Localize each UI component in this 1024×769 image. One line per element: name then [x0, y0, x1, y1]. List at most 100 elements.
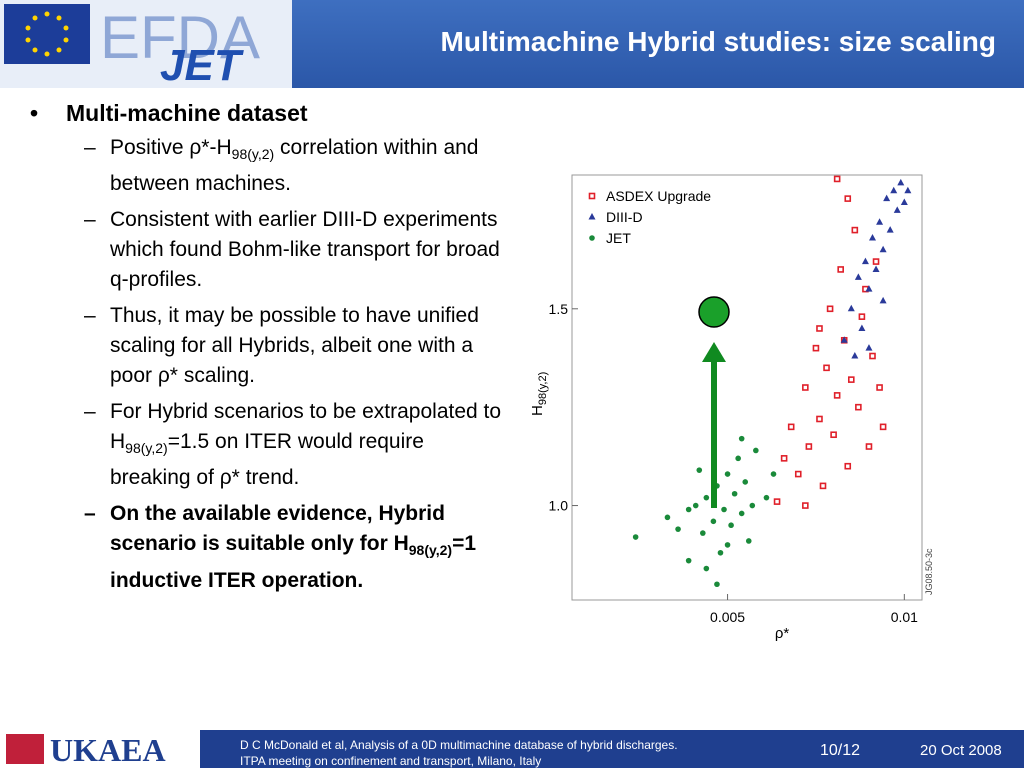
x-axis-label: ρ* [775, 625, 790, 642]
marker [840, 336, 848, 343]
target-marker [698, 296, 730, 328]
marker [632, 534, 639, 540]
marker [692, 502, 699, 509]
text-run: Thus, it may be possible to have unified… [110, 304, 479, 388]
marker [904, 186, 912, 194]
marker [847, 304, 855, 312]
marker [833, 175, 841, 183]
marker [890, 186, 898, 194]
sub-bullet: On the available evidence, Hybrid scenar… [84, 499, 510, 595]
marker [724, 542, 731, 548]
marker [745, 538, 752, 544]
sub-bullet: Thus, it may be possible to have unified… [84, 301, 510, 391]
x-tick-label: 0.005 [710, 609, 745, 625]
marker [717, 549, 724, 556]
legend-label: ASDEX Upgrade [606, 188, 711, 204]
legend-marker [589, 235, 595, 241]
marker [742, 479, 749, 485]
footer-text: D C McDonald et al, Analysis of a 0D mul… [240, 738, 678, 752]
footer-text: ITPA meeting on confinement and transpor… [240, 754, 542, 768]
marker [685, 506, 692, 513]
text-run: Consistent with earlier DIII-D experimen… [110, 208, 500, 292]
logo: EFDA JET [4, 4, 260, 90]
legend-marker [588, 213, 596, 220]
marker [823, 364, 830, 372]
plot-frame [571, 174, 923, 601]
marker [794, 470, 802, 478]
marker [837, 266, 844, 273]
marker [851, 352, 859, 359]
marker [710, 518, 717, 525]
marker [819, 482, 827, 490]
footer-bar: D C McDonald et al, Analysis of a 0D mul… [200, 730, 1024, 768]
marker [858, 324, 866, 331]
slide-title: Multimachine Hybrid studies: size scalin… [440, 26, 996, 57]
marker [886, 226, 894, 233]
marker [816, 325, 823, 332]
marker [876, 384, 883, 391]
y-tick-label: 1.0 [549, 498, 569, 514]
bullet-list: Multi-machine dataset Positive ρ*-H98(y,… [30, 100, 510, 596]
logo-text: EFDA [100, 4, 260, 71]
marker [700, 530, 706, 536]
logo-area: EFDA JET [0, 0, 292, 90]
marker [787, 423, 795, 431]
marker [664, 514, 671, 521]
marker [847, 376, 855, 383]
arrow-head [702, 342, 726, 362]
marker [869, 352, 876, 360]
marker [897, 178, 905, 186]
marker [865, 344, 873, 351]
marker [861, 257, 869, 265]
marker [844, 462, 852, 470]
legend-label: JET [606, 230, 631, 246]
text-run: Positive ρ*-H [110, 136, 232, 159]
y-axis-label: H98(y,2) [529, 372, 549, 416]
marker [900, 198, 908, 206]
bullet: Multi-machine dataset [30, 100, 510, 127]
legend-marker [588, 192, 596, 200]
marker [844, 195, 852, 202]
marker [773, 498, 781, 505]
footer-logo: UKAEA [0, 730, 200, 768]
marker [893, 206, 901, 213]
marker [883, 194, 891, 202]
marker [833, 392, 841, 399]
marker [855, 403, 862, 411]
marker [876, 218, 884, 225]
marker [872, 258, 880, 265]
marker [780, 455, 788, 462]
logo-text: UKAEA [50, 732, 166, 768]
logo-mark [6, 734, 44, 764]
marker [851, 226, 859, 234]
chart: 0.005 0.01 1.0 1.5 ρ* H98(y,2) JG08.50-3c ASDEX… [529, 174, 934, 642]
y-axis-label-main: H [529, 405, 546, 416]
sub-bullet: Consistent with earlier DIII-D experimen… [84, 205, 510, 295]
date: 20 Oct 2008 [920, 742, 1002, 759]
text-run: On the available evidence, Hybrid scenar… [110, 502, 445, 556]
text-run: =1.5 on ITER would require breaking of ρ… [110, 430, 424, 490]
figure-id: JG08.50-3c [924, 548, 934, 595]
marker [869, 233, 877, 241]
marker [685, 557, 692, 564]
y-axis-label-sub: 98(y,2) [537, 372, 549, 405]
legend-label: DIII-D [606, 209, 643, 225]
marker [696, 467, 703, 473]
y-tick-label: 1.5 [549, 301, 569, 317]
text-run: correlation within and between machines. [110, 136, 479, 196]
subscript: 98(y,2) [231, 146, 275, 163]
marker [812, 344, 820, 352]
marker [703, 565, 710, 572]
marker [738, 510, 745, 517]
sub-bullets: Positive ρ*-H98(y,2) correlation within … [30, 133, 510, 596]
marker [865, 443, 873, 450]
text-run: =1 inductive ITER operation. [110, 532, 477, 592]
marker [749, 502, 756, 509]
page-number: 10/12 [820, 742, 861, 759]
eu-stars [25, 11, 69, 57]
marker [703, 494, 710, 501]
marker [830, 431, 837, 439]
marker [826, 305, 834, 313]
marker [854, 273, 862, 280]
